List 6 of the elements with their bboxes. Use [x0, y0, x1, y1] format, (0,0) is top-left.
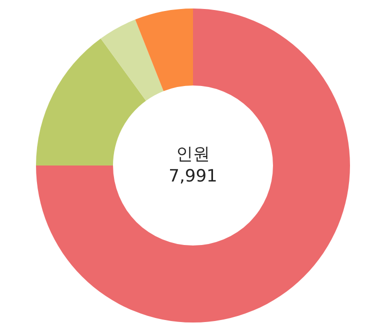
text: 7,991 [168, 166, 218, 186]
donut-slice [36, 38, 146, 166]
donut-slice [100, 20, 164, 101]
donut-slice [36, 8, 350, 322]
text: 인원 [176, 144, 210, 164]
donut-slice [135, 8, 193, 92]
